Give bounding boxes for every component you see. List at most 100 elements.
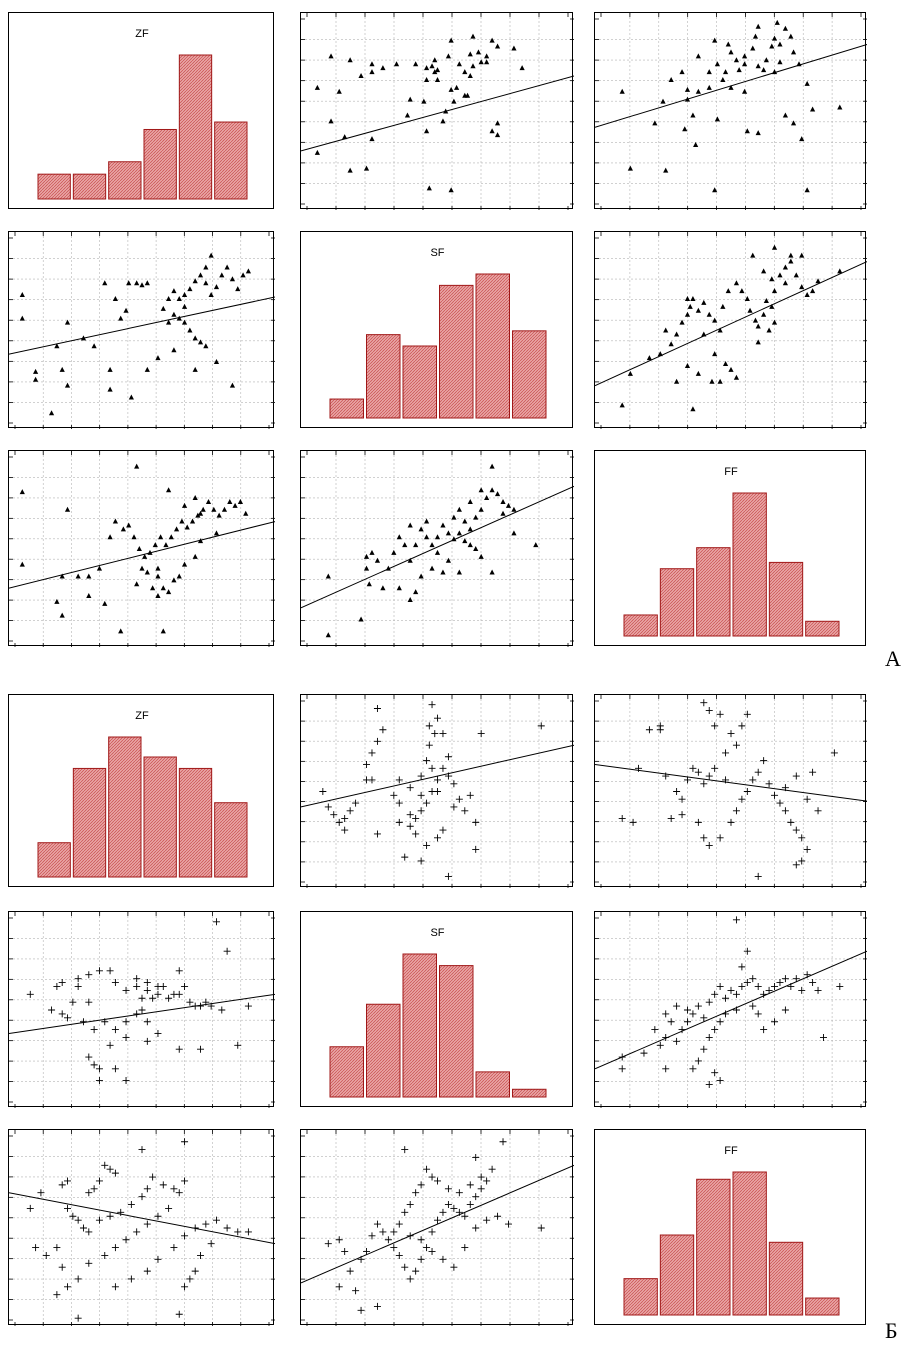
data-point <box>328 53 334 59</box>
data-point <box>391 549 397 555</box>
data-point <box>413 542 419 548</box>
data-point <box>171 347 177 353</box>
data-point <box>412 1189 420 1197</box>
data-point <box>85 1189 93 1197</box>
data-point <box>407 522 413 528</box>
data-point <box>346 1267 354 1275</box>
data-point <box>618 1065 626 1073</box>
data-point <box>197 510 204 516</box>
data-point <box>434 776 441 784</box>
data-point <box>203 343 209 349</box>
data-point <box>335 818 343 826</box>
data-point <box>488 1165 496 1173</box>
data-point <box>765 986 773 994</box>
data-point <box>760 1026 768 1034</box>
data-point <box>133 1228 141 1236</box>
data-point <box>120 526 126 532</box>
data-point <box>803 971 811 979</box>
data-point <box>395 799 403 807</box>
data-point <box>37 1189 45 1197</box>
data-point <box>80 335 87 341</box>
data-point <box>798 857 806 865</box>
histogram-panel-17: FF <box>594 1129 866 1325</box>
data-point <box>700 1014 708 1022</box>
data-point <box>733 57 740 63</box>
data-point <box>674 378 680 384</box>
data-point <box>467 498 473 504</box>
data-point <box>106 1041 114 1049</box>
data-point <box>511 530 517 536</box>
data-point <box>483 1216 491 1224</box>
data-point <box>750 45 756 51</box>
data-point <box>181 303 188 309</box>
data-point <box>445 530 452 536</box>
data-point <box>781 975 789 983</box>
data-point <box>32 1244 40 1252</box>
data-point <box>689 764 697 772</box>
data-point <box>500 510 506 516</box>
histogram-panel-8: FF <box>594 450 866 646</box>
data-point <box>59 366 65 372</box>
data-point <box>314 84 320 90</box>
data-point <box>716 1018 724 1026</box>
data-point <box>192 278 198 284</box>
data-point <box>777 41 783 47</box>
chart-svg <box>301 1130 574 1326</box>
data-point <box>494 120 501 126</box>
data-point <box>423 534 430 540</box>
data-point <box>494 43 501 49</box>
data-point <box>181 561 188 567</box>
data-point <box>738 795 746 803</box>
data-point <box>26 1204 34 1212</box>
data-point <box>684 295 691 301</box>
data-point <box>197 1002 205 1010</box>
data-point <box>159 1181 167 1189</box>
data-point <box>684 311 691 317</box>
data-point <box>143 1185 151 1193</box>
data-point <box>428 1173 436 1181</box>
data-point <box>357 1306 365 1314</box>
data-point <box>781 784 789 792</box>
data-point <box>102 600 108 606</box>
data-point <box>402 542 408 548</box>
data-point <box>144 280 150 286</box>
data-point <box>755 323 761 329</box>
data-point <box>53 1291 61 1299</box>
regression-line <box>9 1192 275 1245</box>
data-point <box>229 382 236 388</box>
data-point <box>705 842 713 850</box>
data-point <box>742 53 748 59</box>
data-point <box>200 506 206 512</box>
data-point <box>219 272 225 278</box>
data-point <box>428 1248 436 1256</box>
data-point <box>720 76 726 82</box>
data-point <box>90 1026 98 1034</box>
data-point <box>627 370 633 376</box>
data-point <box>711 722 719 730</box>
data-point <box>749 975 757 983</box>
data-point <box>234 1228 242 1236</box>
data-point <box>470 63 476 69</box>
data-point <box>96 565 103 571</box>
data-point <box>754 1010 762 1018</box>
data-point <box>417 857 425 865</box>
data-point <box>395 1220 403 1228</box>
data-point <box>224 264 230 270</box>
data-point <box>714 61 720 67</box>
data-point <box>693 141 699 147</box>
data-point <box>166 487 172 493</box>
data-point <box>766 327 772 333</box>
data-point <box>701 299 707 305</box>
data-point <box>695 370 701 376</box>
data-point <box>107 386 113 392</box>
chart-svg <box>595 13 867 210</box>
data-point <box>782 264 788 270</box>
histogram-bar <box>402 953 437 1098</box>
data-point <box>154 990 162 998</box>
data-point <box>678 1026 686 1034</box>
data-point <box>461 1244 469 1252</box>
data-point <box>368 749 376 757</box>
data-point <box>181 982 189 990</box>
data-point <box>472 1224 480 1232</box>
regression-line <box>595 950 867 1070</box>
